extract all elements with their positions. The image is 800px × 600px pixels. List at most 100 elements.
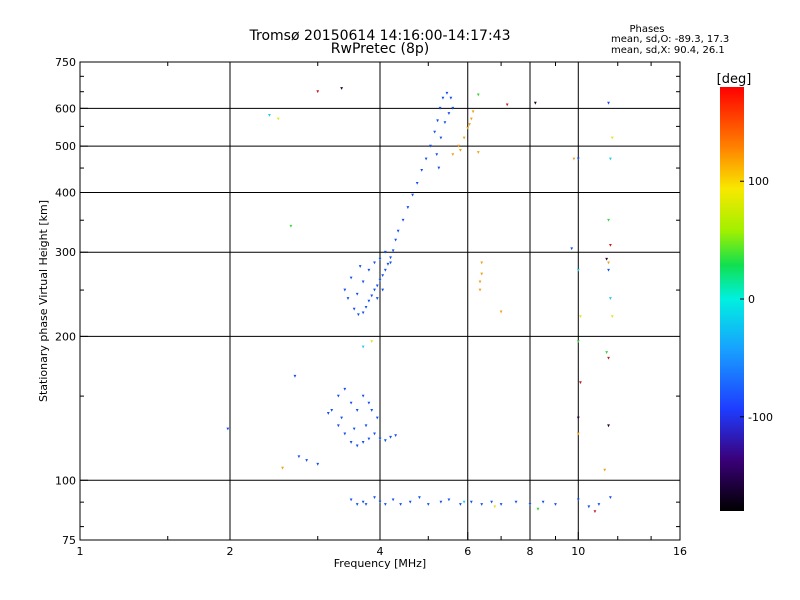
echo-point xyxy=(554,503,557,506)
echo-point xyxy=(367,401,371,405)
echo-point xyxy=(528,503,532,506)
echo-point xyxy=(364,424,368,428)
y-tick-label: 750 xyxy=(55,56,76,69)
echo-point xyxy=(576,432,580,436)
echo-point xyxy=(451,106,455,110)
colorbar-tick-label: -100 xyxy=(748,411,773,424)
echo-point xyxy=(375,284,379,288)
echo-point xyxy=(420,168,424,172)
echo-point xyxy=(364,305,368,309)
echo-point xyxy=(361,280,365,284)
echo-point xyxy=(443,121,447,125)
echo-point xyxy=(281,466,284,470)
echo-point xyxy=(383,250,387,254)
x-tick-label: 2 xyxy=(227,545,234,558)
echo-point xyxy=(576,340,580,344)
echo-point xyxy=(394,434,398,438)
echo-point xyxy=(457,144,460,148)
echo-point xyxy=(343,432,347,436)
echo-point xyxy=(361,500,365,504)
echo-point xyxy=(336,424,340,428)
echo-point xyxy=(373,288,376,292)
axis-ticks: 1 2 4 6 8 10 16 75 100 200 300 400 500 600 750 xyxy=(55,56,687,558)
stats-line-x: mean, sd,X: 90.4, 26.1 xyxy=(611,45,725,56)
echo-point xyxy=(433,130,437,134)
echo-point xyxy=(381,288,385,292)
echo-point xyxy=(607,218,610,222)
echo-point xyxy=(426,503,430,506)
echo-point xyxy=(609,496,612,499)
echo-point xyxy=(381,274,385,278)
colorbar-tick-label: 0 xyxy=(748,293,755,306)
plot-frame xyxy=(79,61,681,541)
echo-point xyxy=(355,503,359,506)
echo-point xyxy=(607,424,610,428)
echo-point xyxy=(605,257,609,261)
echo-point xyxy=(349,441,353,444)
echo-point xyxy=(466,126,470,130)
echo-point xyxy=(570,247,574,251)
x-tick-label: 16 xyxy=(673,545,687,558)
echo-point xyxy=(340,87,344,90)
echo-point xyxy=(609,244,612,247)
echo-point xyxy=(391,249,395,253)
echo-point xyxy=(361,311,365,315)
echo-point xyxy=(436,119,440,123)
echo-point xyxy=(480,503,484,506)
echo-point xyxy=(541,500,545,504)
echo-point xyxy=(349,401,353,405)
echo-point xyxy=(330,409,334,412)
echo-point xyxy=(462,136,466,140)
echo-point xyxy=(364,503,368,506)
echo-point xyxy=(476,151,480,154)
echo-point xyxy=(499,310,503,314)
echo-point xyxy=(355,409,359,412)
echo-point xyxy=(389,435,392,439)
x-tick-label: 8 xyxy=(527,545,534,558)
echo-point xyxy=(490,500,494,504)
echo-point xyxy=(389,261,392,265)
echo-point xyxy=(226,427,230,431)
echo-point xyxy=(576,268,580,272)
echo-point xyxy=(607,101,610,105)
echo-point xyxy=(383,439,387,443)
echo-point xyxy=(346,297,350,300)
x-tick-label: 6 xyxy=(464,545,471,558)
echo-point xyxy=(399,503,403,506)
echo-point xyxy=(451,153,455,157)
echo-point xyxy=(505,103,509,107)
echo-point xyxy=(607,261,610,265)
echo-point xyxy=(352,307,356,311)
echo-point xyxy=(459,148,462,152)
echo-point xyxy=(373,432,376,436)
colorbar-label: [deg] xyxy=(717,72,752,87)
echo-point xyxy=(576,157,580,161)
echo-point xyxy=(367,268,371,272)
echo-point xyxy=(343,387,347,391)
echo-point xyxy=(445,91,449,95)
echo-point xyxy=(478,288,482,292)
echo-point xyxy=(386,262,390,266)
echo-point xyxy=(576,498,580,502)
echo-point xyxy=(326,412,330,415)
echo-point xyxy=(367,437,371,441)
echo-point xyxy=(597,503,601,506)
y-tick-label: 500 xyxy=(55,140,76,153)
echo-point xyxy=(533,101,537,105)
echo-point xyxy=(480,261,484,265)
echo-point xyxy=(358,265,362,268)
echo-point xyxy=(478,280,482,284)
echo-point xyxy=(378,437,382,441)
echo-point xyxy=(441,96,445,100)
echo-point xyxy=(293,374,297,378)
echo-point xyxy=(276,117,280,121)
echo-point xyxy=(605,351,609,354)
echo-point xyxy=(607,268,610,272)
echo-point xyxy=(375,416,379,420)
echo-point xyxy=(401,218,405,222)
echo-point xyxy=(340,416,344,420)
echo-point xyxy=(367,299,371,303)
echo-point xyxy=(361,394,365,398)
y-tick-label: 100 xyxy=(55,474,76,487)
